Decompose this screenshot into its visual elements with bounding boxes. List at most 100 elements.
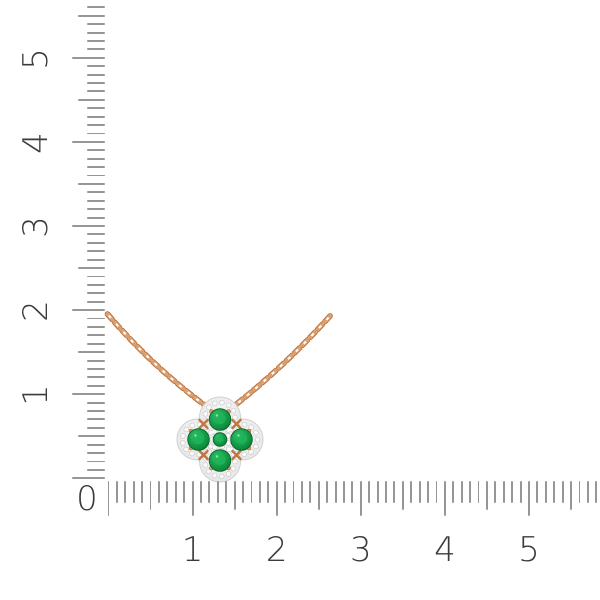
ruler-tick <box>317 481 320 510</box>
ruler-tick <box>284 481 287 503</box>
ruler-tick <box>410 481 413 503</box>
ruler-tick <box>158 481 160 503</box>
ruler-tick <box>78 435 105 438</box>
ruler-tick <box>87 325 105 328</box>
ruler-tick <box>460 481 463 503</box>
emerald-glints <box>194 414 240 458</box>
ruler-tick <box>443 481 446 516</box>
ruler-tick <box>87 468 105 471</box>
ruler-tick <box>71 309 105 312</box>
ruler-tick <box>87 23 105 26</box>
ruler-tick <box>87 90 105 93</box>
ruler-tick <box>71 56 105 59</box>
ruler-tick <box>435 481 438 503</box>
ruler-tick <box>343 481 345 503</box>
ruler-tick <box>87 460 105 463</box>
ruler-tick <box>183 481 186 503</box>
ruler-tick <box>87 452 105 454</box>
horizontal-ruler-label-4: 4 <box>434 529 456 570</box>
ruler-tick <box>233 481 236 510</box>
ruler-tick <box>494 481 497 503</box>
horizontal-ruler-label-3: 3 <box>349 529 372 570</box>
ruler-tick <box>87 418 105 421</box>
ruler-tick <box>149 481 152 510</box>
ruler-tick <box>78 351 105 354</box>
ruler-tick <box>87 292 105 295</box>
ruler-tick <box>326 481 329 503</box>
ruler-tick <box>78 267 105 269</box>
ruler-tick <box>87 300 105 303</box>
ruler-tick <box>87 241 105 244</box>
ruler-tick <box>87 401 105 404</box>
pendant <box>176 396 264 483</box>
ruler-tick <box>87 317 105 320</box>
ruler-tick <box>292 481 295 503</box>
ruler-tick <box>544 481 547 503</box>
horizontal-ruler-label-1: 1 <box>181 529 204 570</box>
ruler-tick <box>166 481 169 503</box>
ruler-tick <box>225 481 228 503</box>
ruler-tick <box>595 481 598 503</box>
ruler-tick <box>87 359 105 362</box>
ruler-tick <box>486 481 488 510</box>
ruler-tick <box>87 166 105 169</box>
ruler-tick <box>87 334 105 337</box>
gold-claws <box>198 418 242 461</box>
ruler-tick <box>87 191 105 194</box>
origin-label: 0 <box>76 478 98 519</box>
ruler-tick <box>87 233 105 236</box>
ruler-tick <box>376 481 379 503</box>
ruler-tick <box>87 410 105 412</box>
ruler-tick <box>71 225 105 227</box>
ruler-tick <box>87 216 105 219</box>
ruler-tick <box>124 481 127 503</box>
ruler-tick <box>87 342 105 345</box>
ruler-tick <box>570 481 572 510</box>
ruler-tick <box>87 73 105 76</box>
ruler-tick <box>174 481 177 503</box>
ruler-tick <box>536 481 539 503</box>
ruler-tick <box>477 481 480 503</box>
ruler-tick <box>71 393 105 396</box>
chain-right-strand <box>231 313 333 409</box>
ruler-tick <box>71 477 105 480</box>
ruler-tick <box>191 481 194 516</box>
ruler-tick <box>359 481 362 516</box>
ruler-tick <box>393 481 396 503</box>
ruler-tick <box>87 384 105 387</box>
ruler-tick <box>368 481 371 503</box>
ruler-tick <box>87 199 105 202</box>
ruler-tick <box>351 481 354 503</box>
vertical-ruler-label-3: 3 <box>16 215 56 238</box>
ruler-tick <box>87 6 105 9</box>
ruler-tick <box>87 31 105 34</box>
ruler-tick <box>385 481 387 503</box>
ruler-tick <box>78 98 105 101</box>
ruler-tick <box>132 481 135 503</box>
vertical-ruler-label-2: 2 <box>16 299 56 322</box>
ruler-tick <box>511 481 514 503</box>
ruler-tick <box>107 481 110 516</box>
ruler-tick <box>452 481 455 503</box>
ruler-tick <box>87 250 105 253</box>
ruler-tick <box>553 481 556 503</box>
ruler-tick <box>242 481 244 503</box>
ruler-tick <box>141 481 144 503</box>
ruler-tick <box>87 40 105 42</box>
ruler-tick <box>87 149 105 152</box>
ruler-tick <box>427 481 430 503</box>
ruler-tick <box>401 481 404 510</box>
ruler-tick <box>87 258 105 261</box>
ruler-tick <box>71 140 105 143</box>
ruler-tick <box>258 481 261 503</box>
ruler-tick <box>519 481 522 503</box>
ruler-tick <box>528 481 530 516</box>
ruler-tick <box>115 481 118 503</box>
ruler-tick <box>300 481 303 503</box>
ruler-tick <box>309 481 312 503</box>
ruler-tick <box>561 481 564 503</box>
ruler-tick <box>267 481 270 503</box>
ruler-tick <box>87 174 105 177</box>
